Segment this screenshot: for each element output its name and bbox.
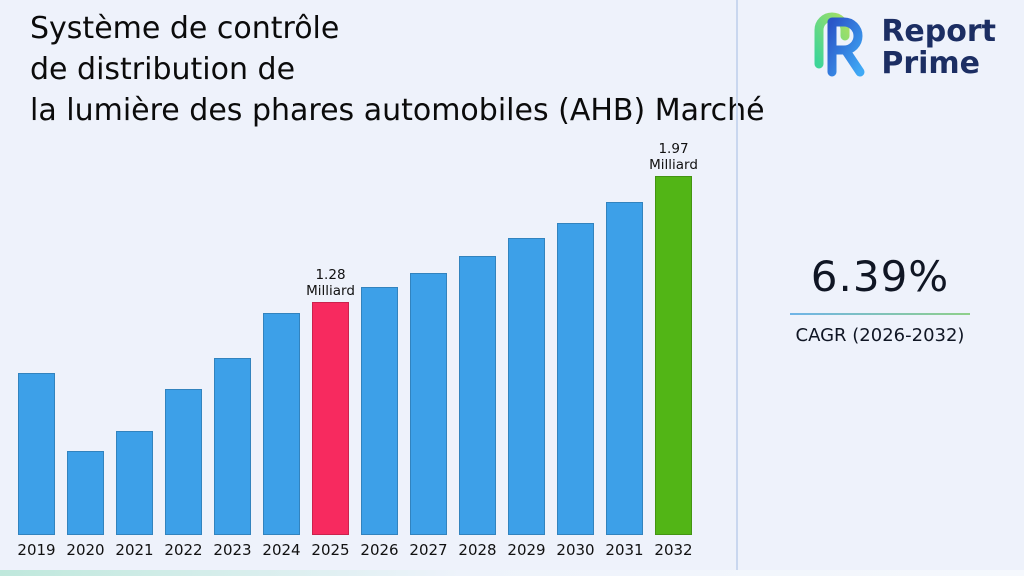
cagr-value: 6.39%	[810, 252, 950, 301]
bar-column-2027: 2027	[409, 140, 448, 559]
bar-column-2023: 2023	[213, 140, 252, 559]
bar-column-2021: 2021	[115, 140, 154, 559]
x-axis-label-2029: 2029	[507, 541, 546, 559]
x-axis-label-2027: 2027	[409, 541, 448, 559]
bar-column-2031: 2031	[605, 140, 644, 559]
bar-2019	[18, 373, 55, 535]
x-axis-label-2026: 2026	[360, 541, 399, 559]
x-axis-label-2031: 2031	[605, 541, 644, 559]
cagr-panel: 6.39% CAGR (2026-2032)	[760, 252, 1000, 346]
bar-value-label-2025: 1.28 Milliard	[306, 267, 355, 299]
bar-2031	[606, 202, 643, 535]
bar-column-2020: 2020	[66, 140, 105, 559]
brand-logo-text: Report Prime	[881, 16, 996, 80]
x-axis-label-2032: 2032	[654, 541, 693, 559]
x-axis-label-2021: 2021	[115, 541, 154, 559]
bar-column-2019: 2019	[17, 140, 56, 559]
x-axis-label-2023: 2023	[213, 541, 252, 559]
bar-2029	[508, 238, 545, 535]
bar-2021	[116, 431, 153, 535]
cagr-label: CAGR (2026-2032)	[795, 325, 965, 346]
page-title: Système de contrôle de distribution de l…	[30, 8, 930, 131]
bar-2020	[67, 451, 104, 535]
x-axis-label-2022: 2022	[164, 541, 203, 559]
bar-column-2029: 2029	[507, 140, 546, 559]
x-axis-label-2024: 2024	[262, 541, 301, 559]
bar-column-2025: 1.28 Milliard 2025	[306, 140, 355, 559]
bar-2026	[361, 287, 398, 535]
bar-column-2026: 2026	[360, 140, 399, 559]
bottom-accent-bar	[0, 570, 1024, 576]
bar-2028	[459, 256, 496, 535]
bar-2022	[165, 389, 202, 535]
bar-2024	[263, 313, 300, 535]
bar-column-2030: 2030	[556, 140, 595, 559]
brand-name-line-1: Report	[881, 14, 996, 49]
bar-column-2028: 2028	[458, 140, 497, 559]
page-title-line-3: la lumière des phares automobiles (AHB) …	[30, 93, 765, 128]
report-prime-logo-icon	[799, 10, 871, 86]
brand-logo: Report Prime	[799, 10, 996, 86]
x-axis-label-2020: 2020	[66, 541, 105, 559]
x-axis-label-2025: 2025	[311, 541, 350, 559]
brand-name-line-2: Prime	[881, 46, 980, 81]
x-axis-label-2019: 2019	[17, 541, 56, 559]
page-title-line-1: Système de contrôle	[30, 11, 340, 46]
cagr-underline	[790, 313, 970, 315]
bar-2027	[410, 273, 447, 535]
bar-2025	[312, 302, 349, 535]
x-axis-label-2030: 2030	[556, 541, 595, 559]
bar-column-2024: 2024	[262, 140, 301, 559]
page-title-line-2: de distribution de	[30, 52, 296, 87]
bar-2030	[557, 223, 594, 535]
vertical-divider	[736, 0, 738, 576]
bar-column-2032: 1.97 Milliard 2032	[649, 140, 698, 559]
bar-2023	[214, 358, 251, 535]
x-axis-label-2028: 2028	[458, 541, 497, 559]
bar-value-label-2032: 1.97 Milliard	[649, 141, 698, 173]
bar-chart: 2019 2020 2021 2022 2023 2024 1.28 Milliard 2025…	[17, 140, 698, 559]
bar-column-2022: 2022	[164, 140, 203, 559]
bar-2032	[655, 176, 692, 535]
